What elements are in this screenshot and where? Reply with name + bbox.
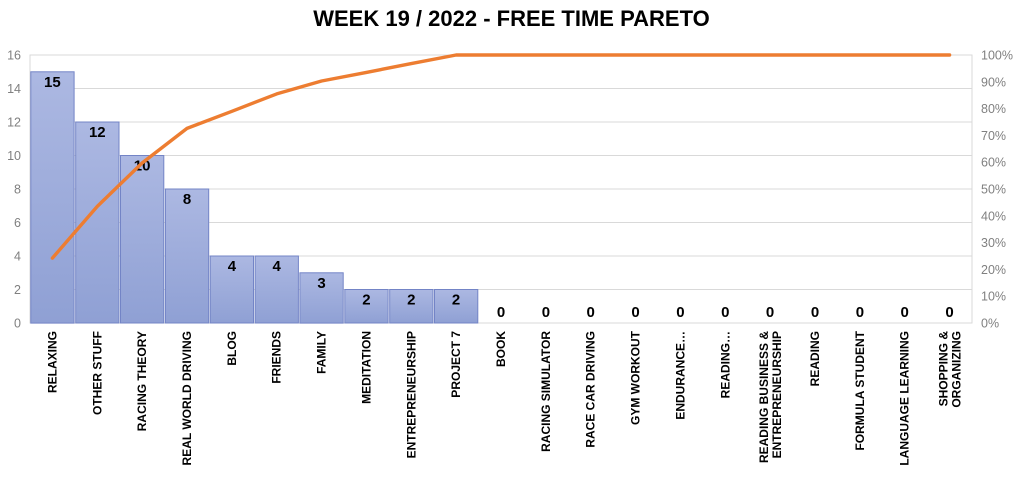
- category-label-racing-simulator: RACING SIMULATOR: [539, 331, 553, 452]
- value-label: 2: [407, 292, 415, 309]
- right-axis-tick: 10%: [981, 290, 1006, 304]
- category-label-formula-student: FORMULA STUDENT: [853, 330, 867, 450]
- left-axis-tick: 12: [7, 116, 21, 130]
- value-label: 2: [362, 292, 370, 309]
- bar-real-world-driving[interactable]: [164, 188, 210, 324]
- cumulative-line[interactable]: [50, 53, 952, 260]
- right-axis-tick: 30%: [981, 236, 1006, 250]
- category-label-family: FAMILY: [315, 331, 329, 374]
- bar-meditation[interactable]: [344, 289, 389, 324]
- left-axis-tick: 6: [14, 216, 21, 230]
- bar-racing-theory[interactable]: [120, 155, 165, 324]
- value-label: 12: [89, 124, 106, 141]
- right-axis-tick: 40%: [981, 209, 1006, 223]
- left-axis-tick: 10: [7, 149, 21, 163]
- bar-entrepreneurship[interactable]: [389, 289, 434, 324]
- value-label: 0: [497, 304, 505, 321]
- right-axis-tick: 90%: [981, 75, 1006, 89]
- left-axis-tick: 14: [7, 82, 21, 96]
- right-axis-tick: 70%: [981, 129, 1006, 143]
- left-axis-ticks: 0 2 4 6 8 10 12 14 16: [7, 49, 21, 331]
- value-label: 0: [587, 304, 595, 321]
- category-label-reading: READING: [808, 331, 822, 386]
- category-label-gym-workout: GYM WORKOUT: [629, 330, 643, 425]
- right-axis-tick: 50%: [981, 183, 1006, 197]
- category-label-racing-theory: RACING THEORY: [135, 331, 149, 431]
- chart-title: WEEK 19 / 2022 - FREE TIME PARETO: [313, 6, 710, 31]
- value-label: 2: [452, 292, 460, 309]
- category-label-relaxing: RELAXING: [45, 331, 59, 393]
- category-label-other-stuff: OTHER STUFF: [90, 331, 104, 415]
- category-label-language-learning: LANGUAGE LEARNING: [898, 331, 912, 466]
- category-label-blog: BLOG: [225, 331, 239, 366]
- left-axis-tick: 2: [14, 283, 21, 297]
- value-label: 0: [766, 304, 774, 321]
- right-axis-ticks: 0% 10% 20% 30% 40% 50% 60% 70% 80% 90% 100%: [981, 49, 1013, 331]
- category-label-friends: FRIENDS: [270, 331, 284, 384]
- value-label: 0: [811, 304, 819, 321]
- bar-family[interactable]: [299, 272, 344, 324]
- bars-group: [30, 71, 479, 324]
- category-label-endurance…: ENDURANCE…: [673, 331, 687, 420]
- bar-friends[interactable]: [254, 255, 299, 324]
- value-label: 0: [945, 304, 953, 321]
- value-label: 4: [228, 258, 237, 275]
- value-label: 4: [273, 258, 282, 275]
- value-label: 8: [183, 191, 191, 208]
- category-label-meditation: MEDITATION: [359, 331, 373, 404]
- category-label-shopping-&-organizing: SHOPPING &ORGANIZING: [937, 331, 964, 408]
- right-axis-tick: 60%: [981, 156, 1006, 170]
- category-label-race-car-driving: RACE CAR DRIVING: [584, 331, 598, 448]
- bar-project-7[interactable]: [434, 289, 479, 324]
- category-label-entrepreneurship: ENTREPRENEURSHIP: [404, 331, 418, 458]
- category-label-reading-business-&-entrepreneurship: READING BUSINESS &ENTREPRENEURSHIP: [757, 331, 784, 463]
- left-axis-tick: 16: [7, 49, 21, 63]
- value-label: 0: [901, 304, 909, 321]
- category-label-book: BOOK: [494, 331, 508, 367]
- value-label: 15: [44, 74, 61, 91]
- value-label: 3: [317, 275, 325, 292]
- left-axis-tick: 4: [14, 250, 21, 264]
- value-label: 0: [676, 304, 684, 321]
- bar-blog[interactable]: [209, 255, 254, 324]
- right-axis-tick: 100%: [981, 49, 1013, 63]
- left-axis-tick: 8: [14, 183, 21, 197]
- category-label-project-7: PROJECT 7: [449, 331, 463, 398]
- value-label: 0: [721, 304, 729, 321]
- value-label: 0: [856, 304, 864, 321]
- right-axis-tick: 80%: [981, 102, 1006, 116]
- right-axis-tick: 0%: [981, 317, 999, 331]
- value-label: 0: [631, 304, 639, 321]
- category-label-reading…: READING…: [718, 331, 732, 398]
- category-labels-group: RELAXING OTHER STUFF RACING THEORY REAL WOR…: [45, 330, 963, 465]
- bar-relaxing[interactable]: [30, 71, 75, 324]
- value-label: 0: [542, 304, 550, 321]
- right-axis-tick: 20%: [981, 263, 1006, 277]
- left-axis-tick: 0: [14, 317, 21, 331]
- category-label-real-world-driving: REAL WORLD DRIVING: [180, 331, 194, 465]
